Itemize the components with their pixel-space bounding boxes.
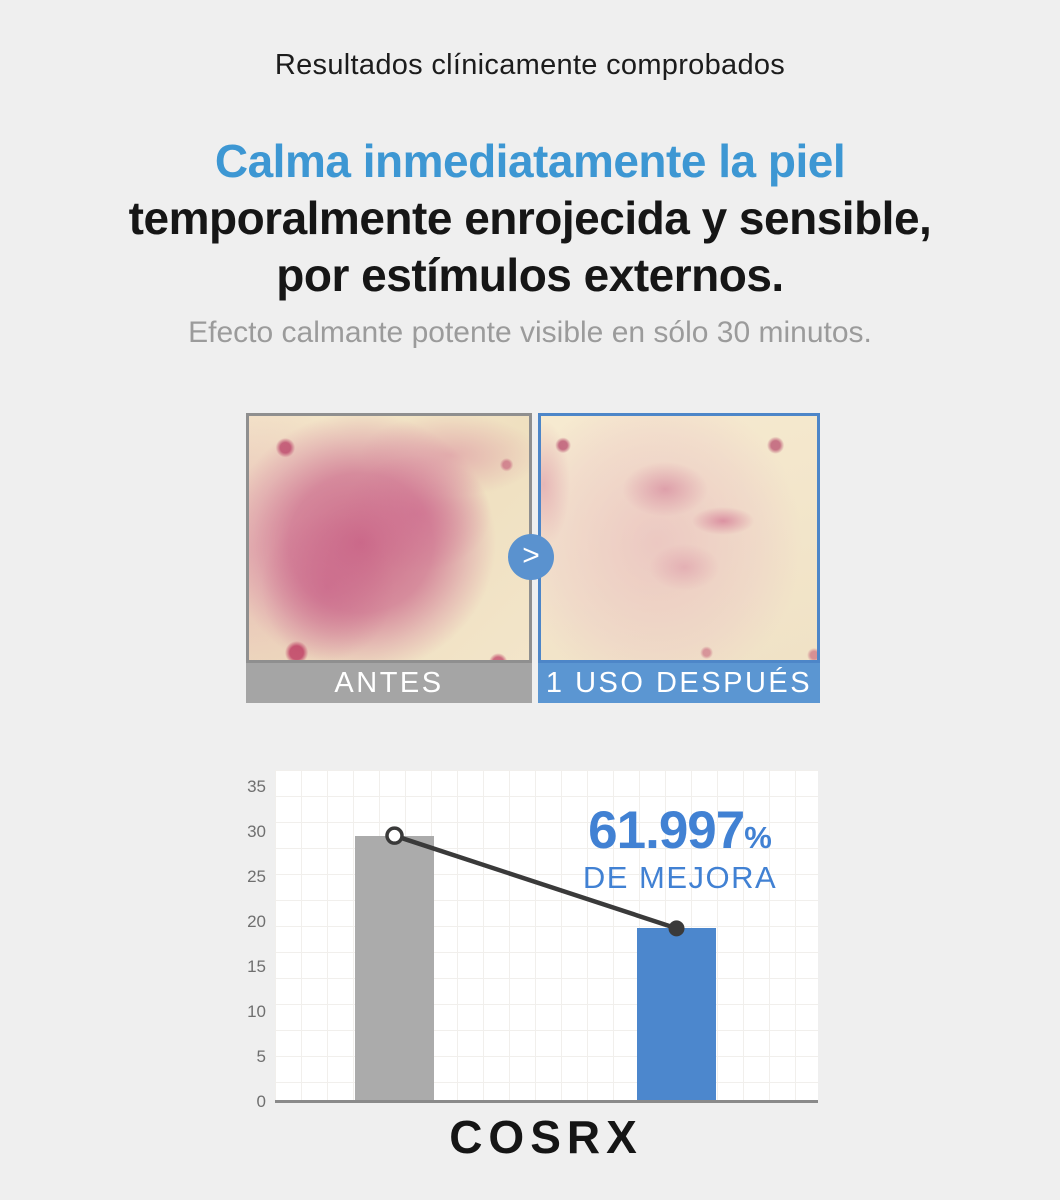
bar-before: [355, 835, 434, 1102]
arrow-circle-badge: >: [508, 534, 554, 580]
after-label-bar: 1 USO DESPUÉS: [538, 663, 820, 703]
percent-sign: %: [744, 820, 772, 855]
headline-line-black-1: temporalmente enrojecida y sensible,: [128, 192, 932, 244]
headline-line-blue: Calma inmediatamente la piel: [214, 135, 846, 187]
improvement-number: 61.997: [588, 801, 745, 860]
brand-logo: COSRX: [449, 1111, 643, 1163]
kicker-text: Resultados clínicamente comprobados: [274, 49, 786, 81]
y-axis-tick-label: 10: [247, 1002, 266, 1022]
headline-line-black-2: por estímulos externos.: [276, 249, 784, 301]
after-skin-image: [538, 413, 820, 663]
y-axis-tick-label: 20: [247, 912, 266, 932]
bar-after: [637, 928, 716, 1102]
improvement-value: 61.997%: [550, 804, 810, 857]
chart-plot: 61.997% DE MEJORA: [275, 770, 818, 1102]
before-skin-image: [246, 413, 532, 663]
improvement-caption: DE MEJORA: [582, 860, 778, 895]
before-label-bar: ANTES: [246, 663, 532, 703]
y-axis-tick-label: 5: [256, 1047, 266, 1066]
y-axis-tick-label: 0: [256, 1092, 266, 1111]
y-axis-tick-label: 35: [247, 777, 266, 797]
greater-than-arrow-icon: >: [522, 539, 540, 572]
y-axis: 0 5 10 15 20 25 30 35: [230, 770, 266, 1111]
y-axis-tick-label: 30: [247, 822, 266, 842]
improvement-annotation: 61.997% DE MEJORA: [550, 804, 810, 896]
after-panel: 1 USO DESPUÉS: [538, 413, 820, 703]
before-panel: ANTES: [246, 413, 532, 703]
y-axis-tick-label: 15: [247, 957, 266, 977]
y-axis-tick-label: 25: [247, 867, 266, 887]
headline: Calma inmediatamente la piel temporalmen…: [0, 133, 1060, 304]
before-after-comparison: ANTES 1 USO DESPUÉS >: [246, 413, 820, 703]
subtitle-text: Efecto calmante potente visible en sólo …: [188, 316, 872, 349]
x-axis-baseline: [275, 1100, 818, 1103]
